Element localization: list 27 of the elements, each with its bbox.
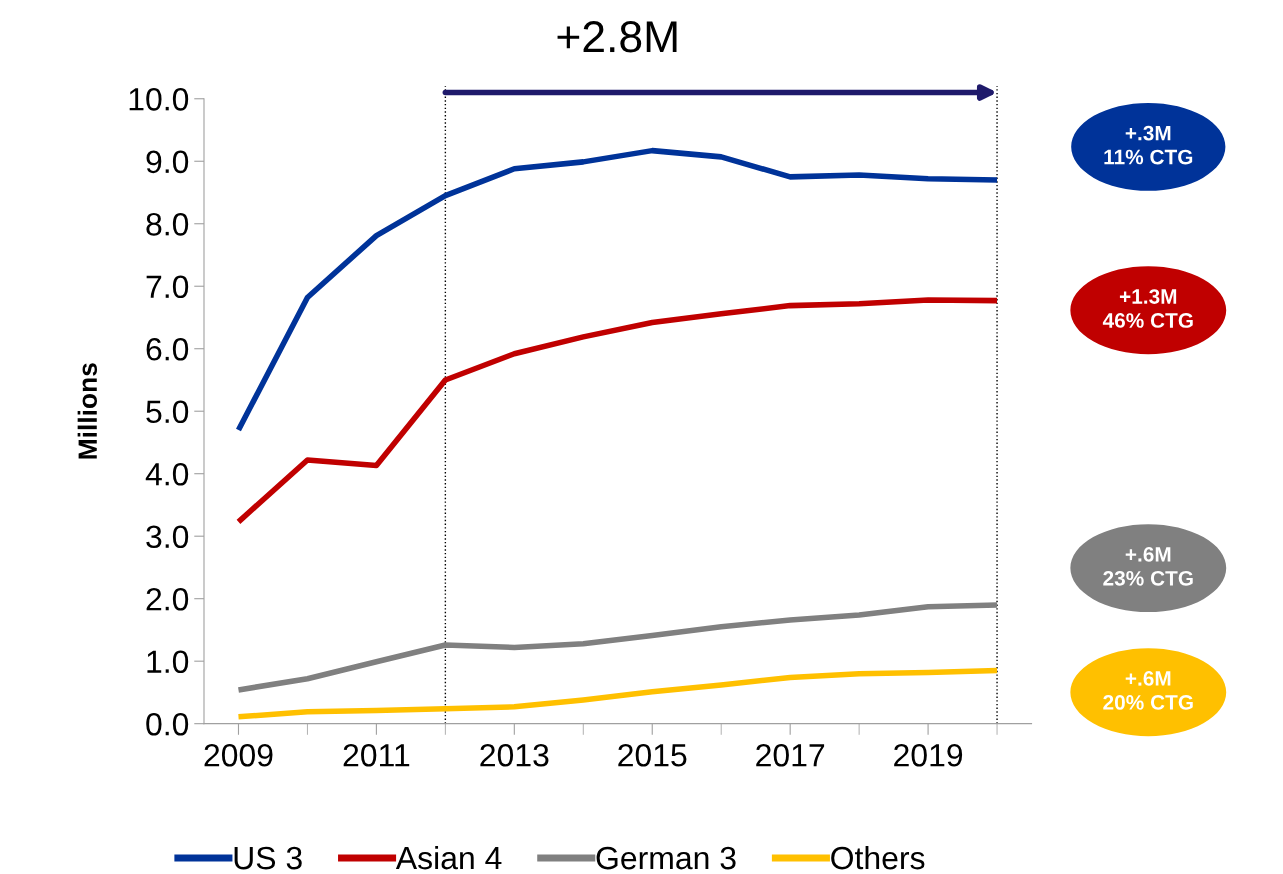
x-tick-label: 2015: [618, 743, 687, 767]
text: +.3M 11% CTG: [1104, 125, 1193, 165]
y-tick-label: 3.0: [146, 525, 189, 549]
legend-label: US 3: [234, 846, 302, 870]
x-tick-label: 2017: [756, 743, 825, 767]
x-tick-label: 2013: [480, 743, 549, 767]
text: +.6M 20% CTG: [1103, 671, 1193, 710]
y-axis-title: Millions: [77, 363, 98, 459]
text: +1.3M 46% CTG: [1102, 289, 1193, 328]
x-tick-label: 2009: [204, 743, 273, 767]
x-tick-label: 2011: [343, 743, 410, 767]
y-tick-label: 2.0: [146, 587, 189, 611]
y-tick-label: 4.0: [145, 462, 189, 486]
legend-label: Others: [831, 845, 925, 870]
x-tick-label: 2019: [894, 743, 963, 767]
text: +.6M 23% CTG: [1103, 546, 1193, 586]
y-tick-label: 0.0: [146, 712, 189, 736]
y-tick-label: 1.0: [147, 650, 189, 674]
legend-label: Asian 4: [395, 845, 502, 870]
text: +2.8M: [557, 21, 677, 53]
y-tick-label: 8.0: [146, 213, 189, 236]
y-tick-label: 10.0: [129, 88, 189, 111]
y-tick-label: 5.0: [146, 400, 189, 424]
y-tick-label: 6.0: [146, 337, 189, 361]
y-tick-label: 7.0: [146, 275, 189, 299]
y-tick-label: 9.0: [146, 150, 189, 174]
legend-label: German 3: [596, 846, 736, 870]
